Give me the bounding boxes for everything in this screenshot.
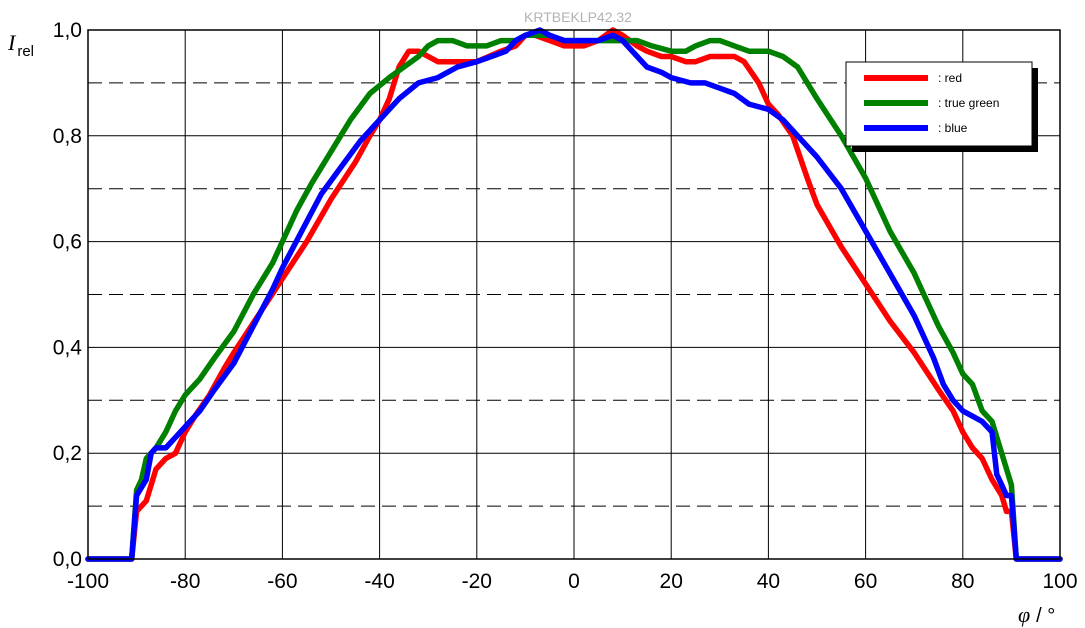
y-tick-label: 0,4 (53, 336, 83, 359)
x-tick-label: -20 (462, 570, 492, 593)
legend-label: : blue (938, 121, 968, 135)
legend: : red : true green : blue (846, 62, 1038, 152)
y-tick-label: 0,2 (53, 442, 82, 465)
x-tick-label: 0 (568, 570, 580, 593)
svg-text:φ/ °: φ / ° (1018, 602, 1055, 627)
y-tick-label: 0,6 (53, 231, 82, 254)
x-axis-unit: / ° (1036, 605, 1055, 627)
x-tick-label: 80 (951, 570, 974, 593)
x-axis-symbol: φ (1018, 602, 1030, 627)
x-tick-label: 100 (1042, 570, 1077, 593)
y-tick-label: 0,8 (53, 125, 82, 148)
x-tick-label: 40 (757, 570, 780, 593)
x-axis-label: φ / ° (1018, 602, 1055, 627)
y-tick-label: 1,0 (53, 19, 82, 42)
x-tick-label: -80 (170, 570, 200, 593)
watermark-text: KRTBEKLP42.32 (524, 9, 632, 25)
x-tick-label: 60 (854, 570, 877, 593)
y-axis-symbol: I (7, 30, 17, 55)
x-tick-label: -40 (364, 570, 394, 593)
legend-label: : red (938, 71, 962, 85)
x-tick-label: -60 (267, 570, 297, 593)
legend-label: : true green (938, 96, 999, 110)
x-tick-label: -100 (67, 570, 109, 593)
x-tick-label: 20 (660, 570, 683, 593)
y-axis-subscript: rel (17, 43, 34, 60)
y-tick-label: 0,0 (53, 548, 82, 571)
